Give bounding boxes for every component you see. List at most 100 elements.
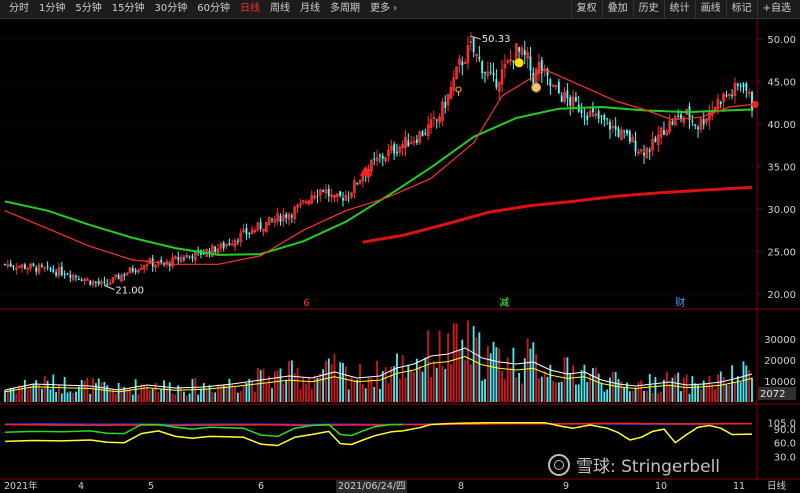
period-tab-1[interactable]: 1分钟	[39, 3, 66, 14]
rps-title[interactable]: RPS(87)	[15, 407, 53, 418]
volume-bar	[609, 377, 611, 402]
volume-bar	[654, 376, 657, 402]
volume-bar	[97, 378, 100, 402]
ma-label[interactable]: MA4(10,50,200)	[121, 21, 199, 32]
period-tab-6[interactable]: 日线	[239, 3, 260, 14]
candle-body	[634, 140, 637, 152]
candle-body	[313, 195, 316, 199]
volume-bar	[702, 380, 705, 402]
period-tab-7[interactable]: 周线	[269, 3, 290, 14]
volume-bar	[52, 374, 55, 402]
volume-bar	[481, 380, 484, 402]
candle-body	[506, 60, 510, 63]
tool-button-1[interactable]: 叠加	[601, 0, 633, 18]
fund-total: 基金占总比%: 7.42	[545, 312, 630, 323]
period-tab-8[interactable]: 月线	[299, 3, 320, 14]
candle-body	[131, 268, 134, 272]
candle-body	[620, 129, 623, 140]
candle-body	[185, 255, 189, 259]
candle-body	[526, 52, 529, 59]
volume-bar	[23, 379, 26, 402]
period-tab-3[interactable]: 15分钟	[111, 3, 145, 14]
candle-body	[603, 114, 606, 120]
date-label-0: 2021年	[4, 481, 38, 492]
candle-body	[747, 91, 751, 94]
volume-bar	[12, 387, 15, 402]
candle-body	[656, 134, 660, 145]
watermark: 雪球: Stringerbell	[548, 452, 720, 477]
candle-body	[205, 249, 208, 257]
volume-bar	[674, 374, 677, 402]
volume-bar	[475, 337, 478, 402]
volume-bar	[222, 385, 225, 402]
candle-body	[677, 115, 680, 117]
volume-bar	[418, 365, 421, 402]
volume-bar	[538, 378, 540, 402]
candle-body	[137, 269, 140, 273]
period-tab-0[interactable]: 分时	[9, 3, 29, 14]
volume-bar	[171, 393, 174, 402]
volume-menu-icon[interactable]	[4, 313, 12, 321]
volume-bar	[211, 391, 214, 402]
period-tabs: 分时 1分钟 5分钟 15分钟 30分钟 60分钟 日线 周线 月线 多周期 更多 ›	[0, 0, 402, 18]
candle-body	[276, 213, 279, 222]
tool-button-6[interactable]: +自选	[756, 0, 796, 18]
indicator-menu-icon[interactable]	[110, 22, 119, 30]
volume-tick-label-0: 30000	[764, 335, 796, 346]
volume-tick-label-2: 10000	[764, 377, 796, 388]
volume-bar	[191, 378, 194, 402]
rps120-line	[4, 422, 752, 427]
volume-bar	[597, 373, 600, 402]
volume-tick-label-1: 20000	[764, 356, 796, 367]
volume-bar	[307, 376, 310, 402]
candle-body	[710, 110, 714, 116]
candle-body	[163, 262, 165, 265]
period-tab-9[interactable]: 多周期	[329, 3, 360, 14]
tool-button-3[interactable]: 统计	[663, 0, 695, 18]
candle-body	[387, 149, 390, 157]
rps120-extra: : 95.12	[242, 407, 276, 418]
tool-button-2[interactable]: 历史	[632, 0, 664, 18]
volume-bar	[77, 386, 80, 402]
period-tab-4[interactable]: 30分钟	[154, 3, 188, 14]
tool-button-0[interactable]: 复权	[570, 0, 602, 18]
volume-bar	[461, 339, 464, 402]
volume-bar	[751, 377, 753, 402]
rps-menu-icon[interactable]	[4, 408, 12, 416]
candle-body	[685, 108, 688, 115]
volume-bar	[137, 394, 140, 402]
date-label-1: 4	[78, 481, 85, 492]
candle-body	[733, 83, 737, 97]
candle-body	[673, 116, 677, 126]
candle-body	[100, 281, 103, 285]
candle-body	[529, 56, 532, 71]
volume-bar	[413, 371, 415, 402]
candle-body	[722, 93, 725, 103]
candle-body	[211, 245, 214, 257]
candle-body	[518, 47, 521, 52]
period-tab-10[interactable]: 更多 ›	[369, 3, 398, 14]
candle-body	[651, 139, 654, 151]
volume-bar	[285, 379, 288, 402]
volume-bar	[484, 379, 486, 402]
candle-body	[466, 45, 470, 64]
candle-body	[233, 240, 237, 247]
period-tab-5[interactable]: 60分钟	[197, 3, 230, 14]
tool-button-4[interactable]: 画线	[694, 0, 726, 18]
tool-button-5[interactable]: 标记	[725, 0, 757, 18]
volume-bar	[112, 389, 114, 402]
volume-bar	[174, 394, 177, 402]
volume-bar	[583, 364, 586, 402]
volume-title[interactable]: VOLME1	[15, 312, 55, 323]
stock-title: 钢研高纳 (日线,前复权)	[0, 21, 99, 32]
volume-bar	[100, 382, 103, 402]
candle-body	[75, 275, 77, 278]
candle-body	[174, 256, 177, 259]
volume-bar	[83, 380, 86, 402]
volume-bar	[441, 365, 444, 402]
rps250-line	[4, 422, 753, 426]
volume-bar	[231, 385, 234, 402]
period-tab-2[interactable]: 5分钟	[75, 3, 102, 14]
candle-body	[273, 219, 277, 223]
volume-bar	[731, 365, 734, 402]
